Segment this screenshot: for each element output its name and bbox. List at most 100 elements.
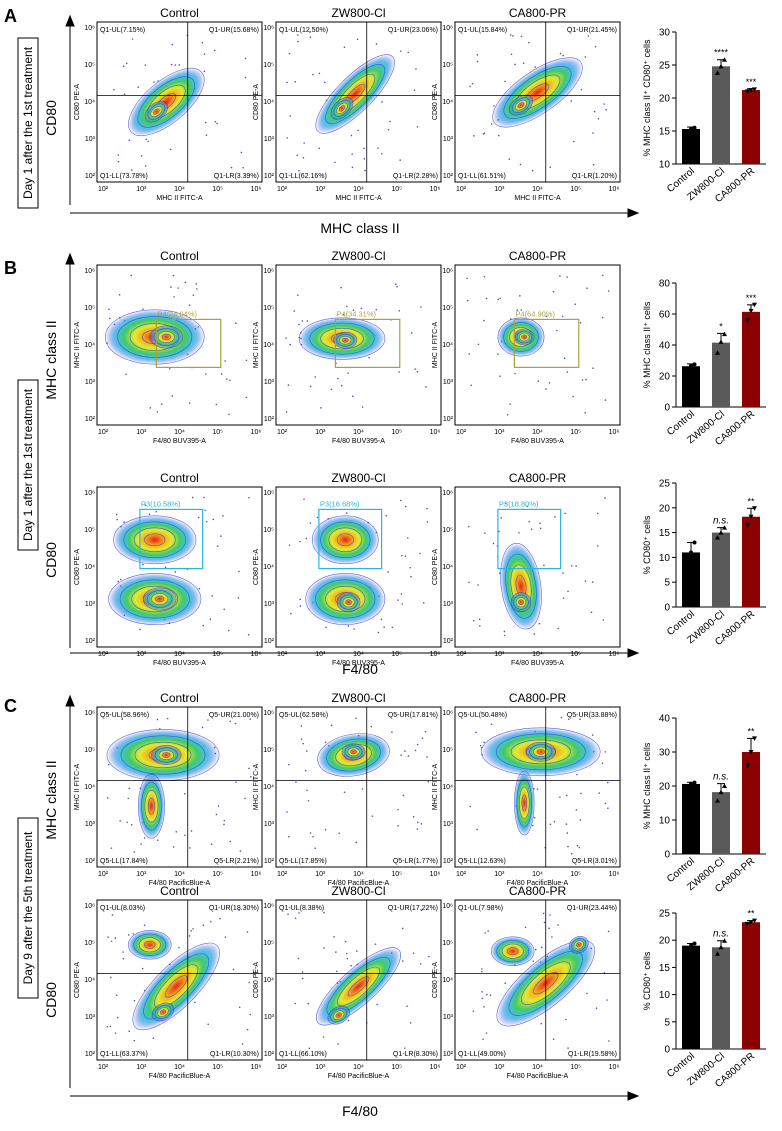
y-tick-label: 10³ — [264, 136, 275, 143]
x-tick-label: 10³ — [136, 651, 147, 658]
panel-letter-a: A — [4, 6, 17, 26]
flow-x-label: MHC II FITC-A — [514, 195, 561, 202]
flow-plot-title: ZW800-Cl — [331, 691, 385, 705]
data-point — [752, 918, 757, 924]
y-tick-label: 10⁶ — [442, 710, 453, 717]
significance-label: n.s. — [713, 772, 729, 783]
x-tick-label: 10² — [277, 651, 288, 658]
y-tick-label: 15 — [659, 528, 671, 539]
data-point — [685, 945, 690, 950]
y-tick-label: 20 — [659, 503, 671, 514]
quadrant-lr-label: Q1-LR(2.28%) — [393, 173, 438, 180]
x-tick-label: 10⁵ — [570, 1064, 581, 1071]
density-contours — [128, 930, 220, 1031]
flow-plot-title: CA800-PR — [509, 6, 567, 20]
quadrant-lr-label: Q5-LR(2.21%) — [214, 858, 259, 865]
quadrant-ul-label: Q1-UL(12.50%) — [279, 27, 328, 34]
flow-y-label: MHC II FITC-A — [253, 764, 260, 811]
y-tick-label: 10⁴ — [442, 564, 453, 571]
y-tick-label: 20 — [659, 936, 671, 947]
flow-y-label: CD80 PE-A — [74, 549, 81, 586]
y-tick-label: 10³ — [443, 379, 454, 386]
data-point — [745, 318, 750, 323]
gate-label: P4(64.90%) — [515, 309, 555, 318]
density-contours — [108, 515, 202, 625]
y-tick-label: 10 — [659, 160, 671, 171]
data-point — [722, 525, 727, 530]
quadrant-ul-label: Q5-UL(50.48%) — [458, 712, 507, 719]
x-tick-label: 10⁶ — [430, 871, 441, 878]
x-tick-label: 10³ — [136, 429, 147, 436]
x-tick-label: 10⁴ — [174, 186, 185, 193]
data-point — [718, 944, 724, 950]
x-tick-label: 10² — [456, 429, 467, 436]
y-tick-label: 30 — [659, 748, 671, 759]
flow-plot-title: Control — [160, 6, 199, 20]
flow-x-label: F4/80 PacificBlue-A — [507, 880, 569, 887]
y-tick-label: 10⁴ — [84, 977, 95, 984]
significance-label: ** — [747, 726, 755, 736]
bar — [712, 342, 730, 407]
y-tick-label: 10⁴ — [84, 99, 95, 106]
x-tick-label: 10² — [98, 871, 109, 878]
y-tick-label: 20 — [659, 94, 671, 105]
data-point — [748, 308, 754, 314]
gate-rect — [513, 318, 580, 368]
y-tick-label: 10⁶ — [442, 903, 453, 910]
panel-letter-b: B — [4, 258, 17, 278]
density-contours — [128, 67, 205, 137]
flow-x-label: F4/80 PacificBlue-A — [149, 880, 211, 887]
quadrant-ll-label: Q1-LL(61.51%) — [458, 173, 506, 180]
bar — [742, 311, 760, 407]
x-tick-label: 10² — [456, 186, 467, 193]
axis-label-b-top-y: MHC class II — [43, 320, 59, 399]
gate-label: P3(16.68%) — [320, 499, 360, 508]
gate-rect — [497, 508, 562, 570]
y-tick-label: 10⁶ — [263, 710, 274, 717]
flow-x-label: F4/80 PacificBlue-A — [507, 1073, 569, 1080]
gate-rect — [139, 508, 204, 570]
y-tick-label: 25 — [659, 479, 671, 490]
data-point — [692, 941, 697, 946]
y-tick-label: 10⁵ — [84, 527, 95, 534]
quadrant-ll-label: Q1-LL(63.37%) — [100, 1051, 148, 1058]
y-tick-label: 10⁴ — [442, 784, 453, 791]
quadrant-ur-label: Q1-UR(18.30%) — [209, 905, 259, 912]
x-tick-label: 10² — [98, 1064, 109, 1071]
flow-y-label: CD80 PE-A — [253, 962, 260, 999]
x-tick-label: 10³ — [136, 871, 147, 878]
data-point — [718, 63, 724, 69]
x-tick-label: 10⁵ — [391, 651, 402, 658]
x-tick-label: 10⁵ — [570, 429, 581, 436]
y-tick-label: 10⁶ — [84, 490, 95, 497]
x-tick-label: 10³ — [494, 429, 505, 436]
y-tick-label: 15 — [659, 963, 671, 974]
y-tick-label: 5 — [664, 578, 670, 589]
x-tick-label: 10⁵ — [570, 651, 581, 658]
gate-label: P3(10.58%) — [141, 499, 181, 508]
quadrant-ul-label: Q5-UL(62.58%) — [279, 712, 328, 719]
y-tick-label: 10² — [85, 858, 96, 865]
x-tick-label: 10⁴ — [532, 871, 543, 878]
y-tick-label: 10² — [85, 1051, 96, 1058]
data-point — [692, 362, 697, 367]
y-tick-label: 10³ — [85, 601, 96, 608]
data-point — [685, 560, 690, 565]
data-point — [689, 363, 693, 368]
x-tick-label: 10⁴ — [532, 1064, 543, 1071]
panel-letter-c: C — [4, 696, 17, 716]
quadrant-ll-label: Q1-LL(73.78%) — [100, 173, 148, 180]
x-tick-label: 10⁶ — [430, 1064, 441, 1071]
x-tick-label: 10⁴ — [174, 429, 185, 436]
flow-x-label: F4/80 BUV395-A — [332, 660, 385, 667]
plot-frame — [275, 706, 442, 868]
y-tick-label: 10² — [264, 416, 275, 423]
y-tick-label: 10² — [264, 173, 275, 180]
